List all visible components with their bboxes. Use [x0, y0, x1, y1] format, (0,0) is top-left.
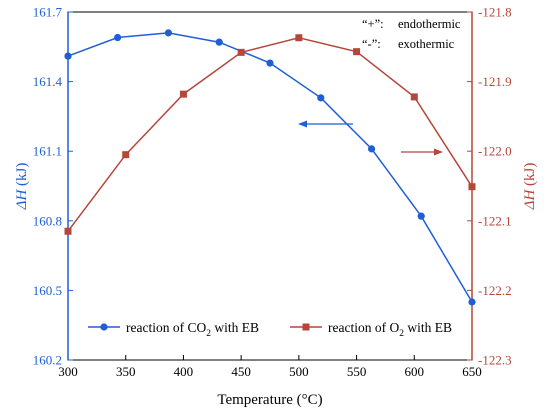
data-point-co2: [417, 212, 425, 220]
data-point-o2: [468, 183, 476, 191]
endothermic-symbol: “+”:: [362, 17, 384, 31]
right-axis-ticks: -121.8 -121.9 -122.0 -122.1 -122.2 -122.3: [467, 5, 512, 368]
data-point-co2: [114, 33, 122, 42]
legend-entry-o2: reaction of O2 with EB: [290, 320, 452, 339]
x-axis-title: Temperature (°C): [217, 392, 322, 408]
bottom-tick-label: 300: [58, 364, 78, 379]
right-y-axis-title-unit: (kJ): [522, 163, 538, 190]
data-point-o2: [353, 48, 361, 56]
left-axis-indicator-arrow: [298, 120, 353, 128]
legend-label-o2-tail: with EB: [404, 320, 452, 335]
legend: reaction of CO2 with EB reaction of O2 w…: [88, 320, 452, 339]
right-tick-label: -121.8: [478, 5, 512, 20]
legend-label-o2: reaction of O2 with EB: [328, 320, 452, 339]
data-point-co2: [164, 29, 173, 37]
data-point-co2: [317, 94, 325, 102]
left-tick-label: 161.7: [33, 5, 63, 20]
right-tick-label: -122.3: [478, 353, 512, 368]
data-point-o2: [237, 48, 245, 56]
left-tick-label: 160.2: [33, 353, 62, 368]
data-point-o2: [179, 90, 187, 98]
right-tick-label: -122.1: [478, 213, 512, 228]
right-y-axis-title: ΔH (kJ): [522, 163, 538, 211]
data-point-co2: [367, 145, 376, 153]
data-point-o2: [295, 34, 303, 42]
data-point-co2: [215, 38, 223, 46]
legend-label-co2-main: reaction of CO: [126, 320, 206, 335]
exothermic-label: exothermic: [398, 37, 455, 51]
left-y-axis-title-unit: (kJ): [14, 163, 30, 190]
legend-entry-co2: reaction of CO2 with EB: [88, 320, 259, 339]
right-axis-indicator-arrow: [401, 148, 443, 156]
left-tick-label: 161.1: [33, 144, 62, 159]
endothermic-label: endothermic: [398, 17, 461, 31]
series-line-co2: [67, 32, 473, 303]
left-tick-label: 160.5: [33, 283, 62, 298]
legend-label-o2-main: reaction of O: [328, 320, 399, 335]
bottom-tick-label: 650: [462, 364, 482, 379]
data-point-o2: [64, 227, 72, 235]
bottom-tick-label: 500: [289, 364, 309, 379]
left-tick-label: 161.4: [33, 74, 63, 89]
series-layer: [64, 29, 476, 306]
legend-marker-co2: [100, 323, 108, 331]
right-tick-label: -122.2: [478, 283, 512, 298]
legend-label-co2: reaction of CO2 with EB: [126, 320, 259, 339]
legend-label-o2-subscript: 2: [399, 329, 404, 339]
legend-label-co2-tail: with EB: [211, 320, 259, 335]
data-point-o2: [410, 93, 418, 101]
right-y-axis-title-symbol: ΔH: [522, 189, 538, 211]
left-y-axis-title: ΔH (kJ): [14, 163, 30, 211]
data-point-o2: [122, 151, 130, 159]
right-tick-label: -122.0: [478, 144, 512, 159]
left-axis-ticks: 161.7 161.4 161.1 160.8 160.5 160.2: [33, 5, 73, 368]
legend-label-co2-subscript: 2: [206, 329, 211, 339]
bottom-tick-label: 550: [347, 364, 367, 379]
bottom-tick-label: 400: [174, 364, 194, 379]
data-point-co2: [468, 298, 476, 306]
bottom-axis-ticks: 300 350 400 450 500 550 600 650: [58, 355, 482, 379]
legend-marker-o2: [302, 323, 310, 331]
bottom-tick-label: 450: [231, 364, 251, 379]
series-line-o2: [67, 37, 473, 232]
bottom-tick-label: 350: [116, 364, 136, 379]
bottom-tick-label: 600: [405, 364, 425, 379]
left-tick-label: 160.8: [33, 213, 62, 228]
data-point-co2: [266, 59, 274, 67]
data-point-co2: [64, 52, 72, 60]
right-tick-label: -121.9: [478, 74, 512, 89]
left-y-axis-title-symbol: ΔH: [14, 189, 30, 211]
exothermic-symbol: “-”:: [362, 37, 381, 51]
